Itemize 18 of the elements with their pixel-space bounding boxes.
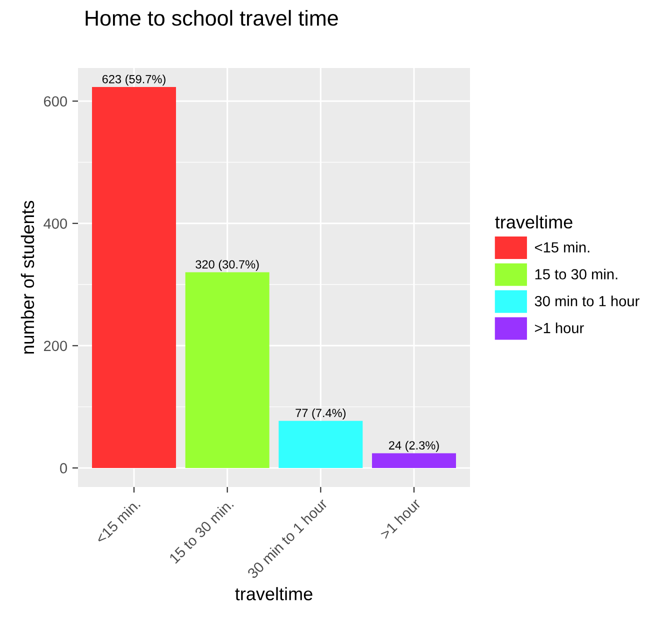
data-label: 77 (7.4%) bbox=[296, 408, 346, 420]
y-tick-label: 400 bbox=[44, 218, 68, 229]
legend-label: 15 to 30 min. bbox=[535, 268, 618, 280]
y-tick-label: 200 bbox=[44, 340, 68, 352]
y-tick-label: 600 bbox=[44, 96, 68, 107]
y-tick-label: 0 bbox=[60, 463, 68, 474]
x-tick-label: 15 to 30 min. bbox=[168, 498, 234, 564]
legend-label: <15 min. bbox=[534, 242, 590, 253]
chart-title: Home to school travel time bbox=[86, 10, 338, 26]
data-label: 24 (2.3%) bbox=[389, 440, 439, 452]
data-label: 623 (59.7%) bbox=[102, 74, 166, 86]
x-axis-title: traveltime bbox=[235, 587, 312, 600]
legend-title: traveltime bbox=[495, 215, 572, 229]
x-tick-label: <15 min. bbox=[94, 498, 141, 544]
y-axis-title: number of students bbox=[20, 200, 34, 354]
legend-label: >1 hour bbox=[534, 322, 584, 334]
legend-label: 30 min to 1 hour bbox=[534, 296, 640, 306]
data-label: 320 (30.7%) bbox=[196, 260, 259, 271]
